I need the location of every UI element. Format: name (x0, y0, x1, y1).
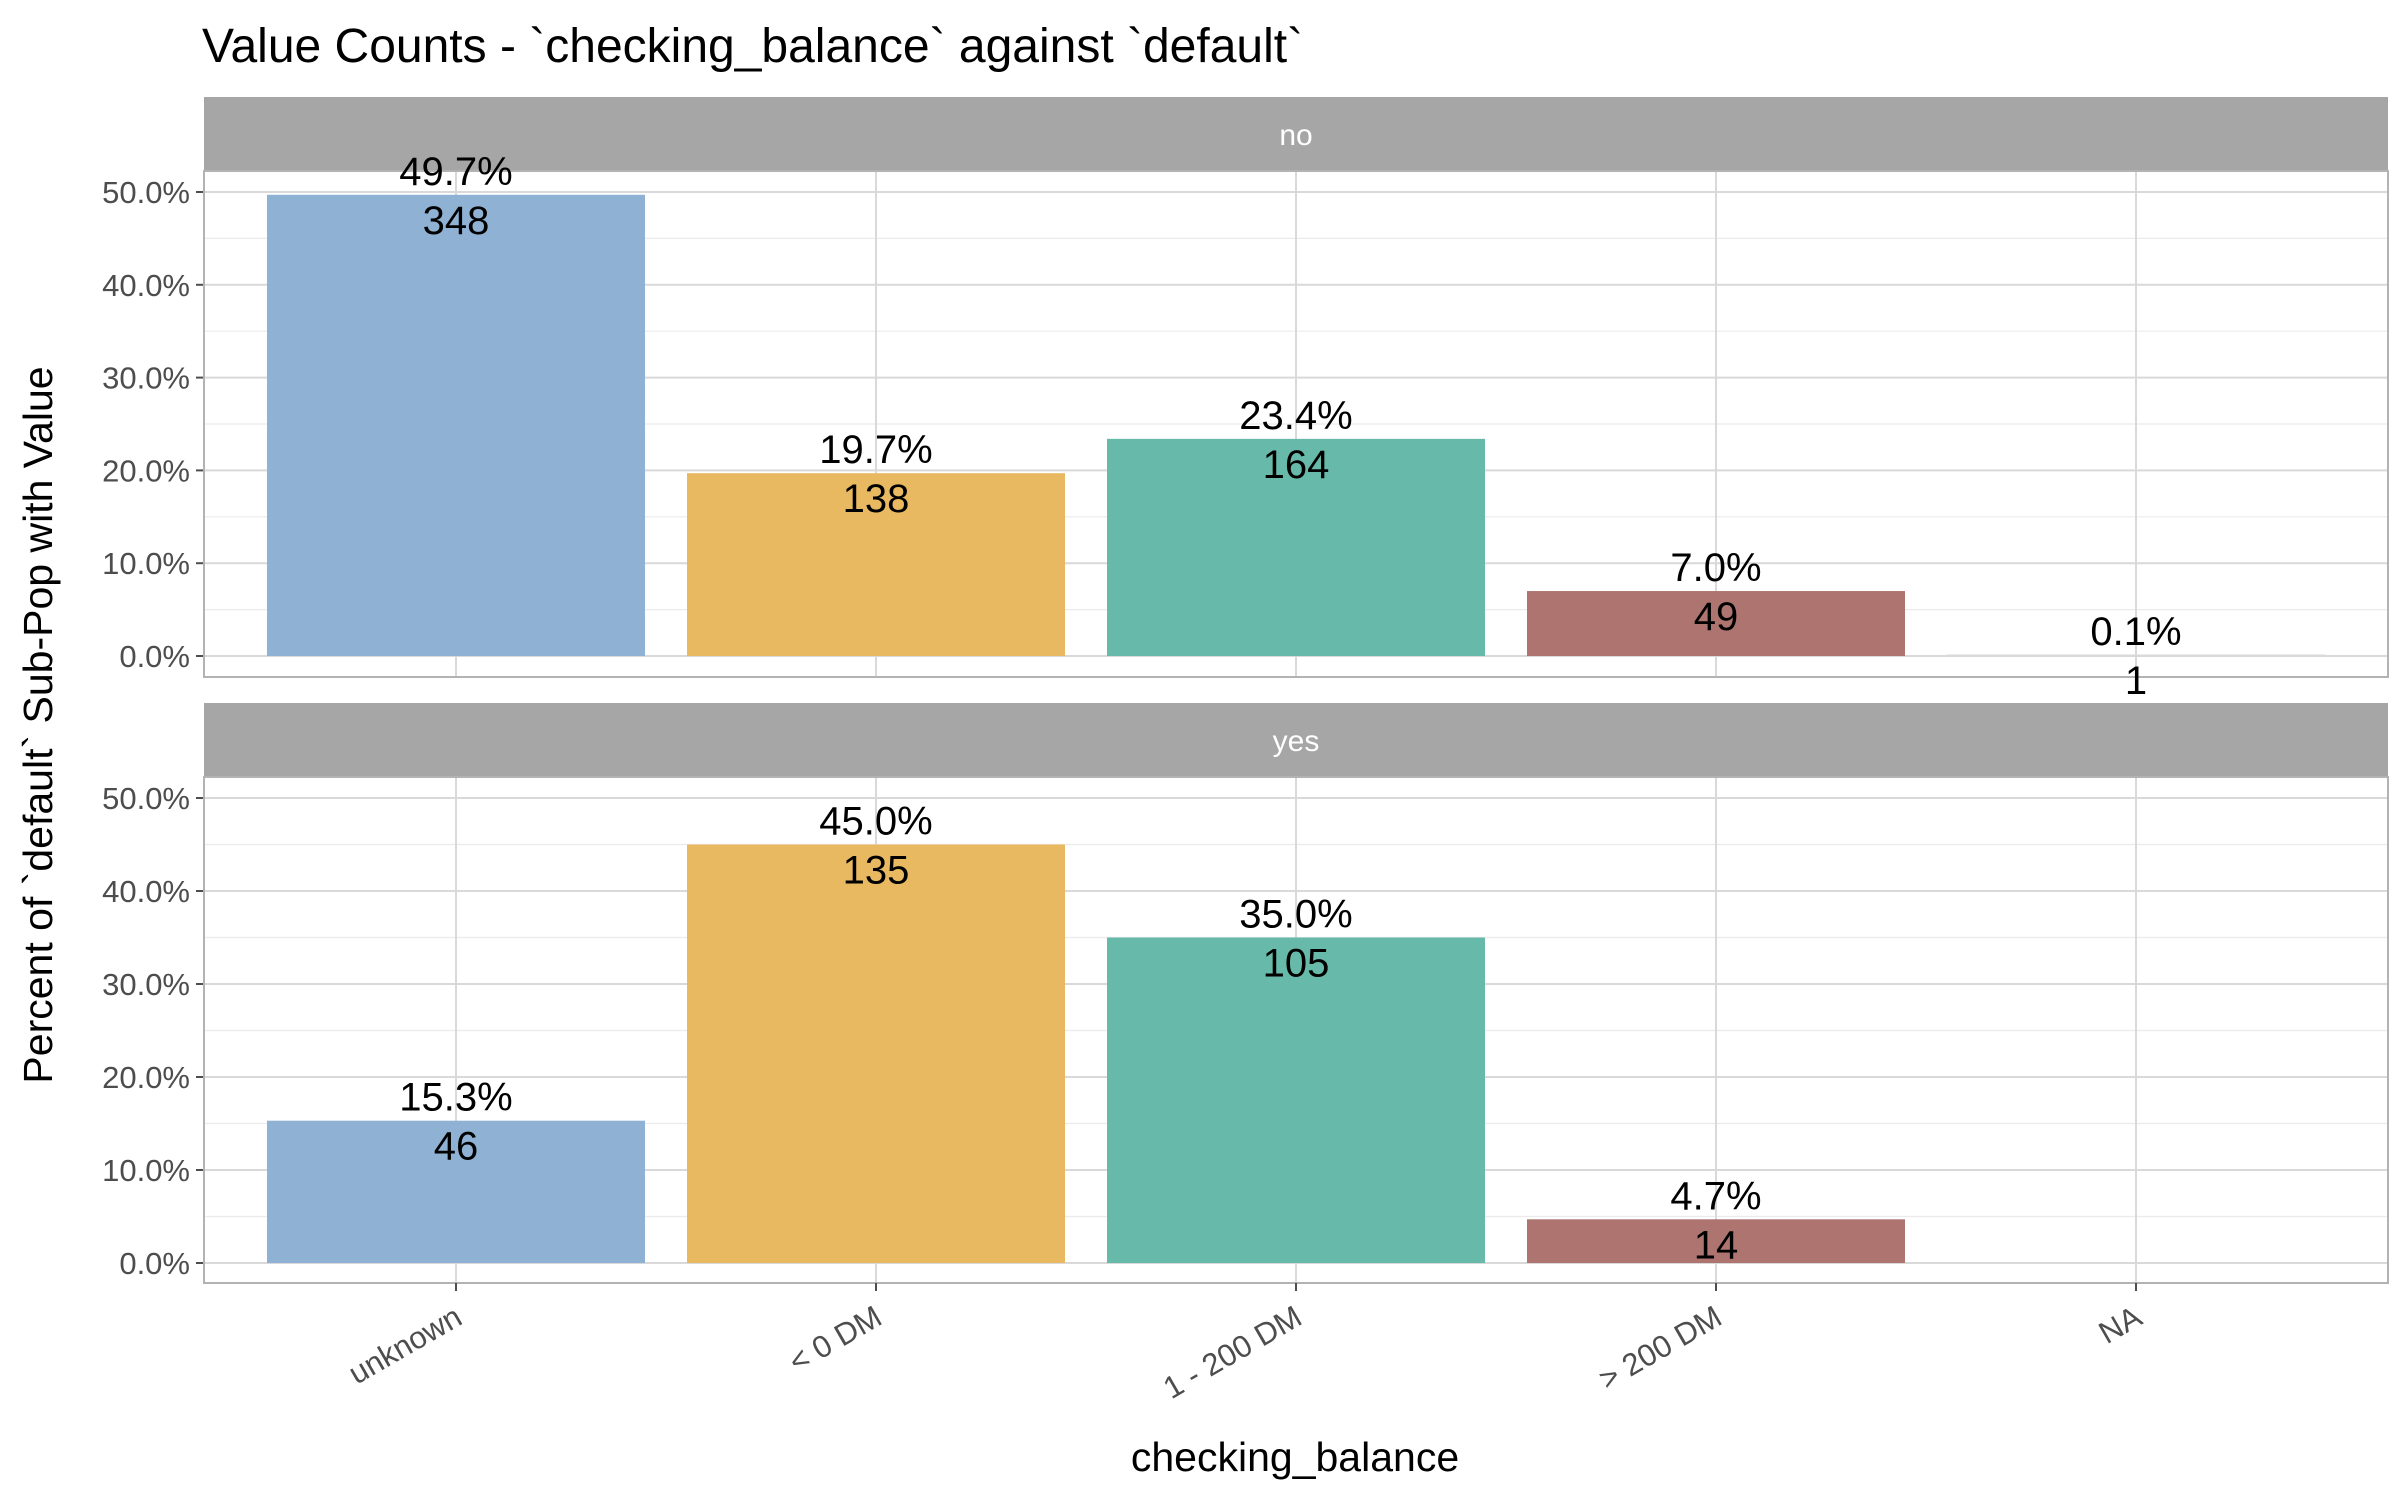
bar-200-dm (1527, 591, 1905, 656)
bar-percent-label: 49.7% (399, 150, 512, 194)
y-tick-label: 50.0% (102, 175, 190, 210)
x-tick-label: > 200 DM (1593, 1299, 1728, 1397)
bar-percent-label: 4.7% (1670, 1174, 1761, 1218)
bar-0-dm (687, 844, 1065, 1263)
bar-na (1947, 654, 2325, 656)
y-axis-title: Percent of `default` Sub-Pop with Value (15, 366, 61, 1083)
bar-count-label: 46 (434, 1125, 479, 1169)
facet-strip-label: yes (1273, 725, 1320, 758)
bar-percent-label: 23.4% (1239, 394, 1352, 438)
bar-1-200-dm (1107, 438, 1485, 656)
y-tick-label: 0.0% (119, 639, 190, 674)
x-axis-ticks: unknown < 0 DM 1 - 200 DM > 200 DM NA (343, 1283, 2148, 1406)
bar-200-dm (1527, 1219, 1905, 1263)
y-tick-label: 40.0% (102, 268, 190, 303)
bar-percent-label: 7.0% (1670, 546, 1761, 590)
y-tick-label: 20.0% (102, 1060, 190, 1095)
x-axis-title: checking_balance (1131, 1434, 1459, 1480)
facet-strip (204, 703, 2388, 777)
y-tick-label: 10.0% (102, 1153, 190, 1188)
panel-yes: yes 0.0% 10.0% 20.0% 30.0% 40.0% 50.0% 15.3% 46 4… (102, 703, 2389, 1284)
y-tick-label: 0.0% (119, 1246, 190, 1281)
bar-count-label: 135 (843, 849, 910, 893)
y-tick-label: 30.0% (102, 967, 190, 1002)
bar-count-label: 164 (1263, 443, 1330, 487)
facet-strip (204, 97, 2388, 171)
facet-strip-label: no (1279, 119, 1312, 152)
bar-unknown (267, 1120, 645, 1263)
x-tick-label: < 0 DM (783, 1299, 888, 1380)
bar-count-label: 105 (1263, 942, 1330, 986)
bar-count-label: 49 (1694, 595, 1739, 639)
x-tick-label: unknown (343, 1299, 468, 1391)
bar-count-label: 348 (423, 199, 490, 243)
panel-border (203, 170, 2389, 678)
y-tick-label: 30.0% (102, 361, 190, 396)
bar-unknown (267, 194, 645, 656)
bar-count-label: 1 (2125, 659, 2147, 703)
bar-percent-label: 45.0% (819, 800, 932, 844)
bar-percent-label: 0.1% (2090, 610, 2181, 654)
panel-no: no 0.0% 10.0% 20.0% 30.0% 40.0% 50.0% 49.7% 348 1… (102, 97, 2389, 703)
bar-1-200-dm (1107, 937, 1485, 1263)
y-tick-label: 50.0% (102, 781, 190, 816)
chart-title: Value Counts - `checking_balance` agains… (202, 20, 1303, 73)
bar-percent-label: 35.0% (1239, 893, 1352, 937)
x-tick-label: NA (2093, 1299, 2148, 1351)
panel-plot-area (204, 171, 2388, 677)
bar-0-dm (687, 473, 1065, 656)
y-tick-label: 40.0% (102, 874, 190, 909)
facet-panels: no0.0%10.0%20.0%30.0%40.0%50.0% 49.7%3481… (102, 97, 2389, 1284)
panel-plot-area (204, 777, 2388, 1283)
y-tick-label: 20.0% (102, 453, 190, 488)
y-tick-label: 10.0% (102, 546, 190, 581)
x-tick-label: 1 - 200 DM (1157, 1299, 1307, 1406)
bar-percent-label: 15.3% (399, 1076, 512, 1120)
bar-percent-label: 19.7% (819, 428, 932, 472)
bar-count-label: 14 (1694, 1223, 1739, 1267)
bar-count-label: 138 (843, 477, 910, 521)
